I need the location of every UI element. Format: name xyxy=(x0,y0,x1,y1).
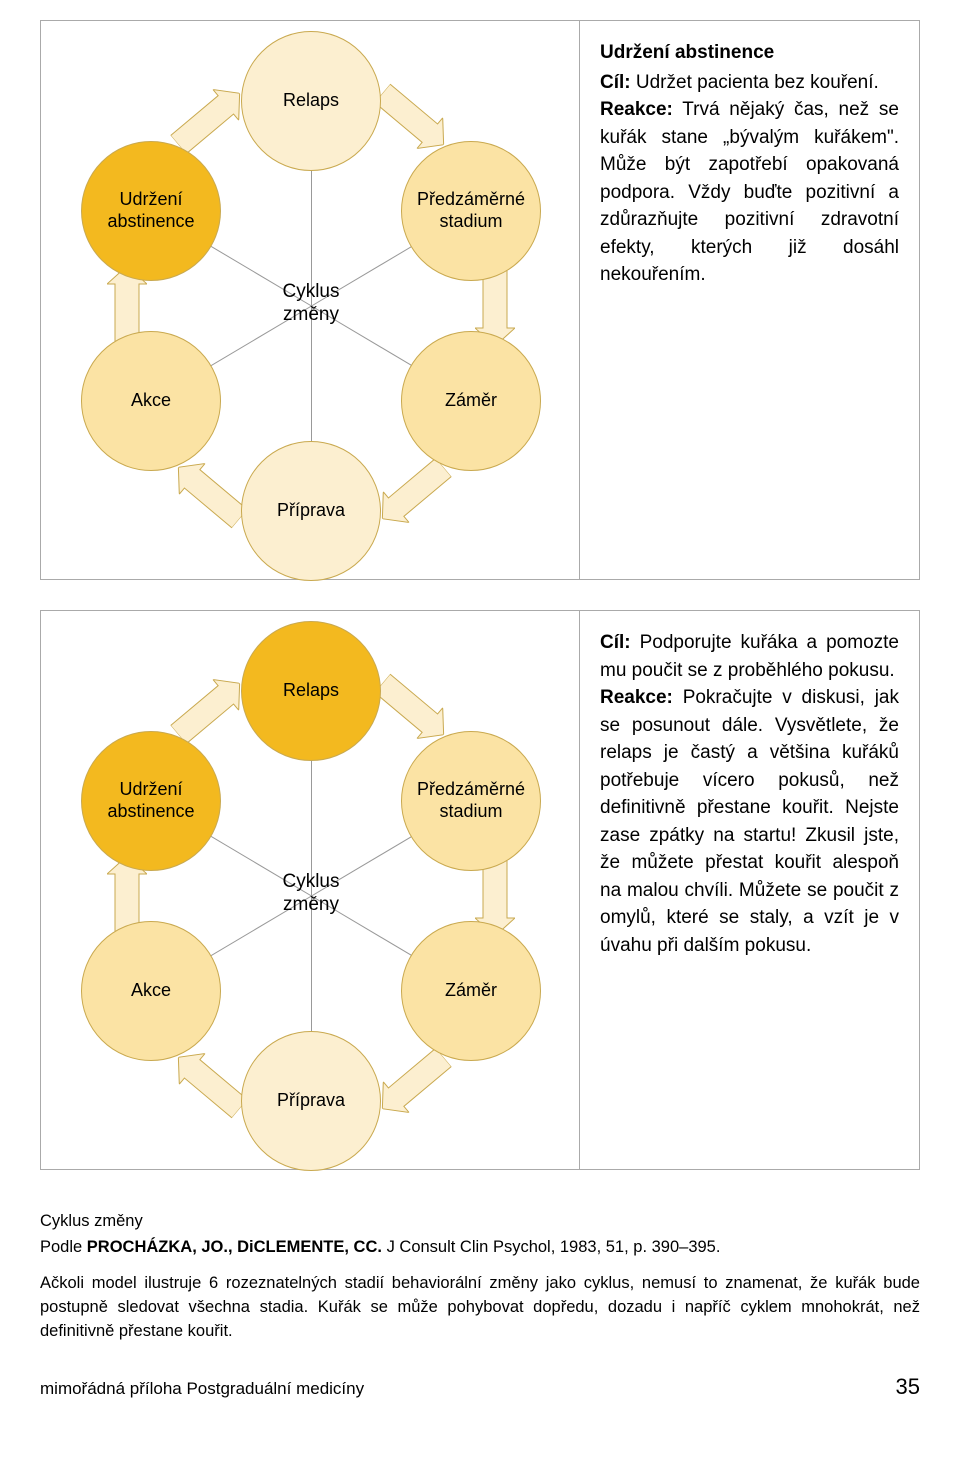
cil-label: Cíl: xyxy=(600,632,631,653)
page-footer-left: mimořádná příloha Postgraduální medicíny xyxy=(40,1379,364,1399)
panel-2-text: Cíl: Podporujte kuřáka a pomozte mu pouč… xyxy=(580,610,920,1170)
cil-text: Udržet pacienta bez kouření. xyxy=(631,72,879,93)
cycle-center-label: Cyklus změny xyxy=(271,871,351,917)
panel-2: RelapsPředzáměrné stadium ZáměrPřípravaAk… xyxy=(40,610,920,1170)
cycle-node-priprava: Příprava xyxy=(241,1031,381,1171)
page-number: 35 xyxy=(896,1374,920,1400)
footer-caption: Cyklus změny Podle PROCHÁZKA, JO., DiCLE… xyxy=(40,1210,920,1344)
cycle-node-priprava: Příprava xyxy=(241,441,381,581)
caption-pre: Podle xyxy=(40,1238,87,1256)
cil-text: Podporujte kuřáka a pomozte mu poučit se… xyxy=(600,632,899,681)
reakce-label: Reakce: xyxy=(600,99,673,120)
cycle-node-predzamer: Předzáměrné stadium xyxy=(401,731,541,871)
reakce-label: Reakce: xyxy=(600,687,673,708)
cil-label: Cíl: xyxy=(600,72,631,93)
cycle-node-zamer: Záměr xyxy=(401,331,541,471)
reakce-text: Trvá nějaký čas, než se kuřák stane „býv… xyxy=(600,99,899,285)
page-footer: mimořádná příloha Postgraduální medicíny… xyxy=(40,1374,920,1400)
caption-title: Cyklus změny xyxy=(40,1210,920,1234)
cycle-node-udrzeni: Udržení abstinence xyxy=(81,141,221,281)
panel-1-title: Udržení abstinence xyxy=(600,39,899,67)
panel-1-text: Udržení abstinence Cíl: Udržet pacienta … xyxy=(580,20,920,580)
cycle-diagram-2: RelapsPředzáměrné stadium ZáměrPřípravaAk… xyxy=(40,610,580,1170)
panel-1: RelapsPředzáměrné stadium ZáměrPřípravaAk… xyxy=(40,20,920,580)
cycle-diagram-1: RelapsPředzáměrné stadium ZáměrPřípravaAk… xyxy=(40,20,580,580)
cycle-center-label: Cyklus změny xyxy=(271,281,351,327)
cycle-node-akce: Akce xyxy=(81,331,221,471)
cycle-node-relaps: Relaps xyxy=(241,621,381,761)
caption-ref: J Consult Clin Psychol, 1983, 51, p. 390… xyxy=(382,1238,720,1256)
caption-authors: PROCHÁZKA, JO., DiCLEMENTE, CC. xyxy=(87,1238,382,1256)
footer-note: Ačkoli model ilustruje 6 rozeznatelných … xyxy=(40,1272,920,1344)
cycle-node-predzamer: Předzáměrné stadium xyxy=(401,141,541,281)
cycle-node-relaps: Relaps xyxy=(241,31,381,171)
reakce-text: Pokračujte v diskusi, jak se posunout dá… xyxy=(600,687,899,956)
cycle-node-udrzeni: Udržení abstinence xyxy=(81,731,221,871)
cycle-node-zamer: Záměr xyxy=(401,921,541,1061)
caption-source: Podle PROCHÁZKA, JO., DiCLEMENTE, CC. J … xyxy=(40,1236,920,1260)
cycle-node-akce: Akce xyxy=(81,921,221,1061)
